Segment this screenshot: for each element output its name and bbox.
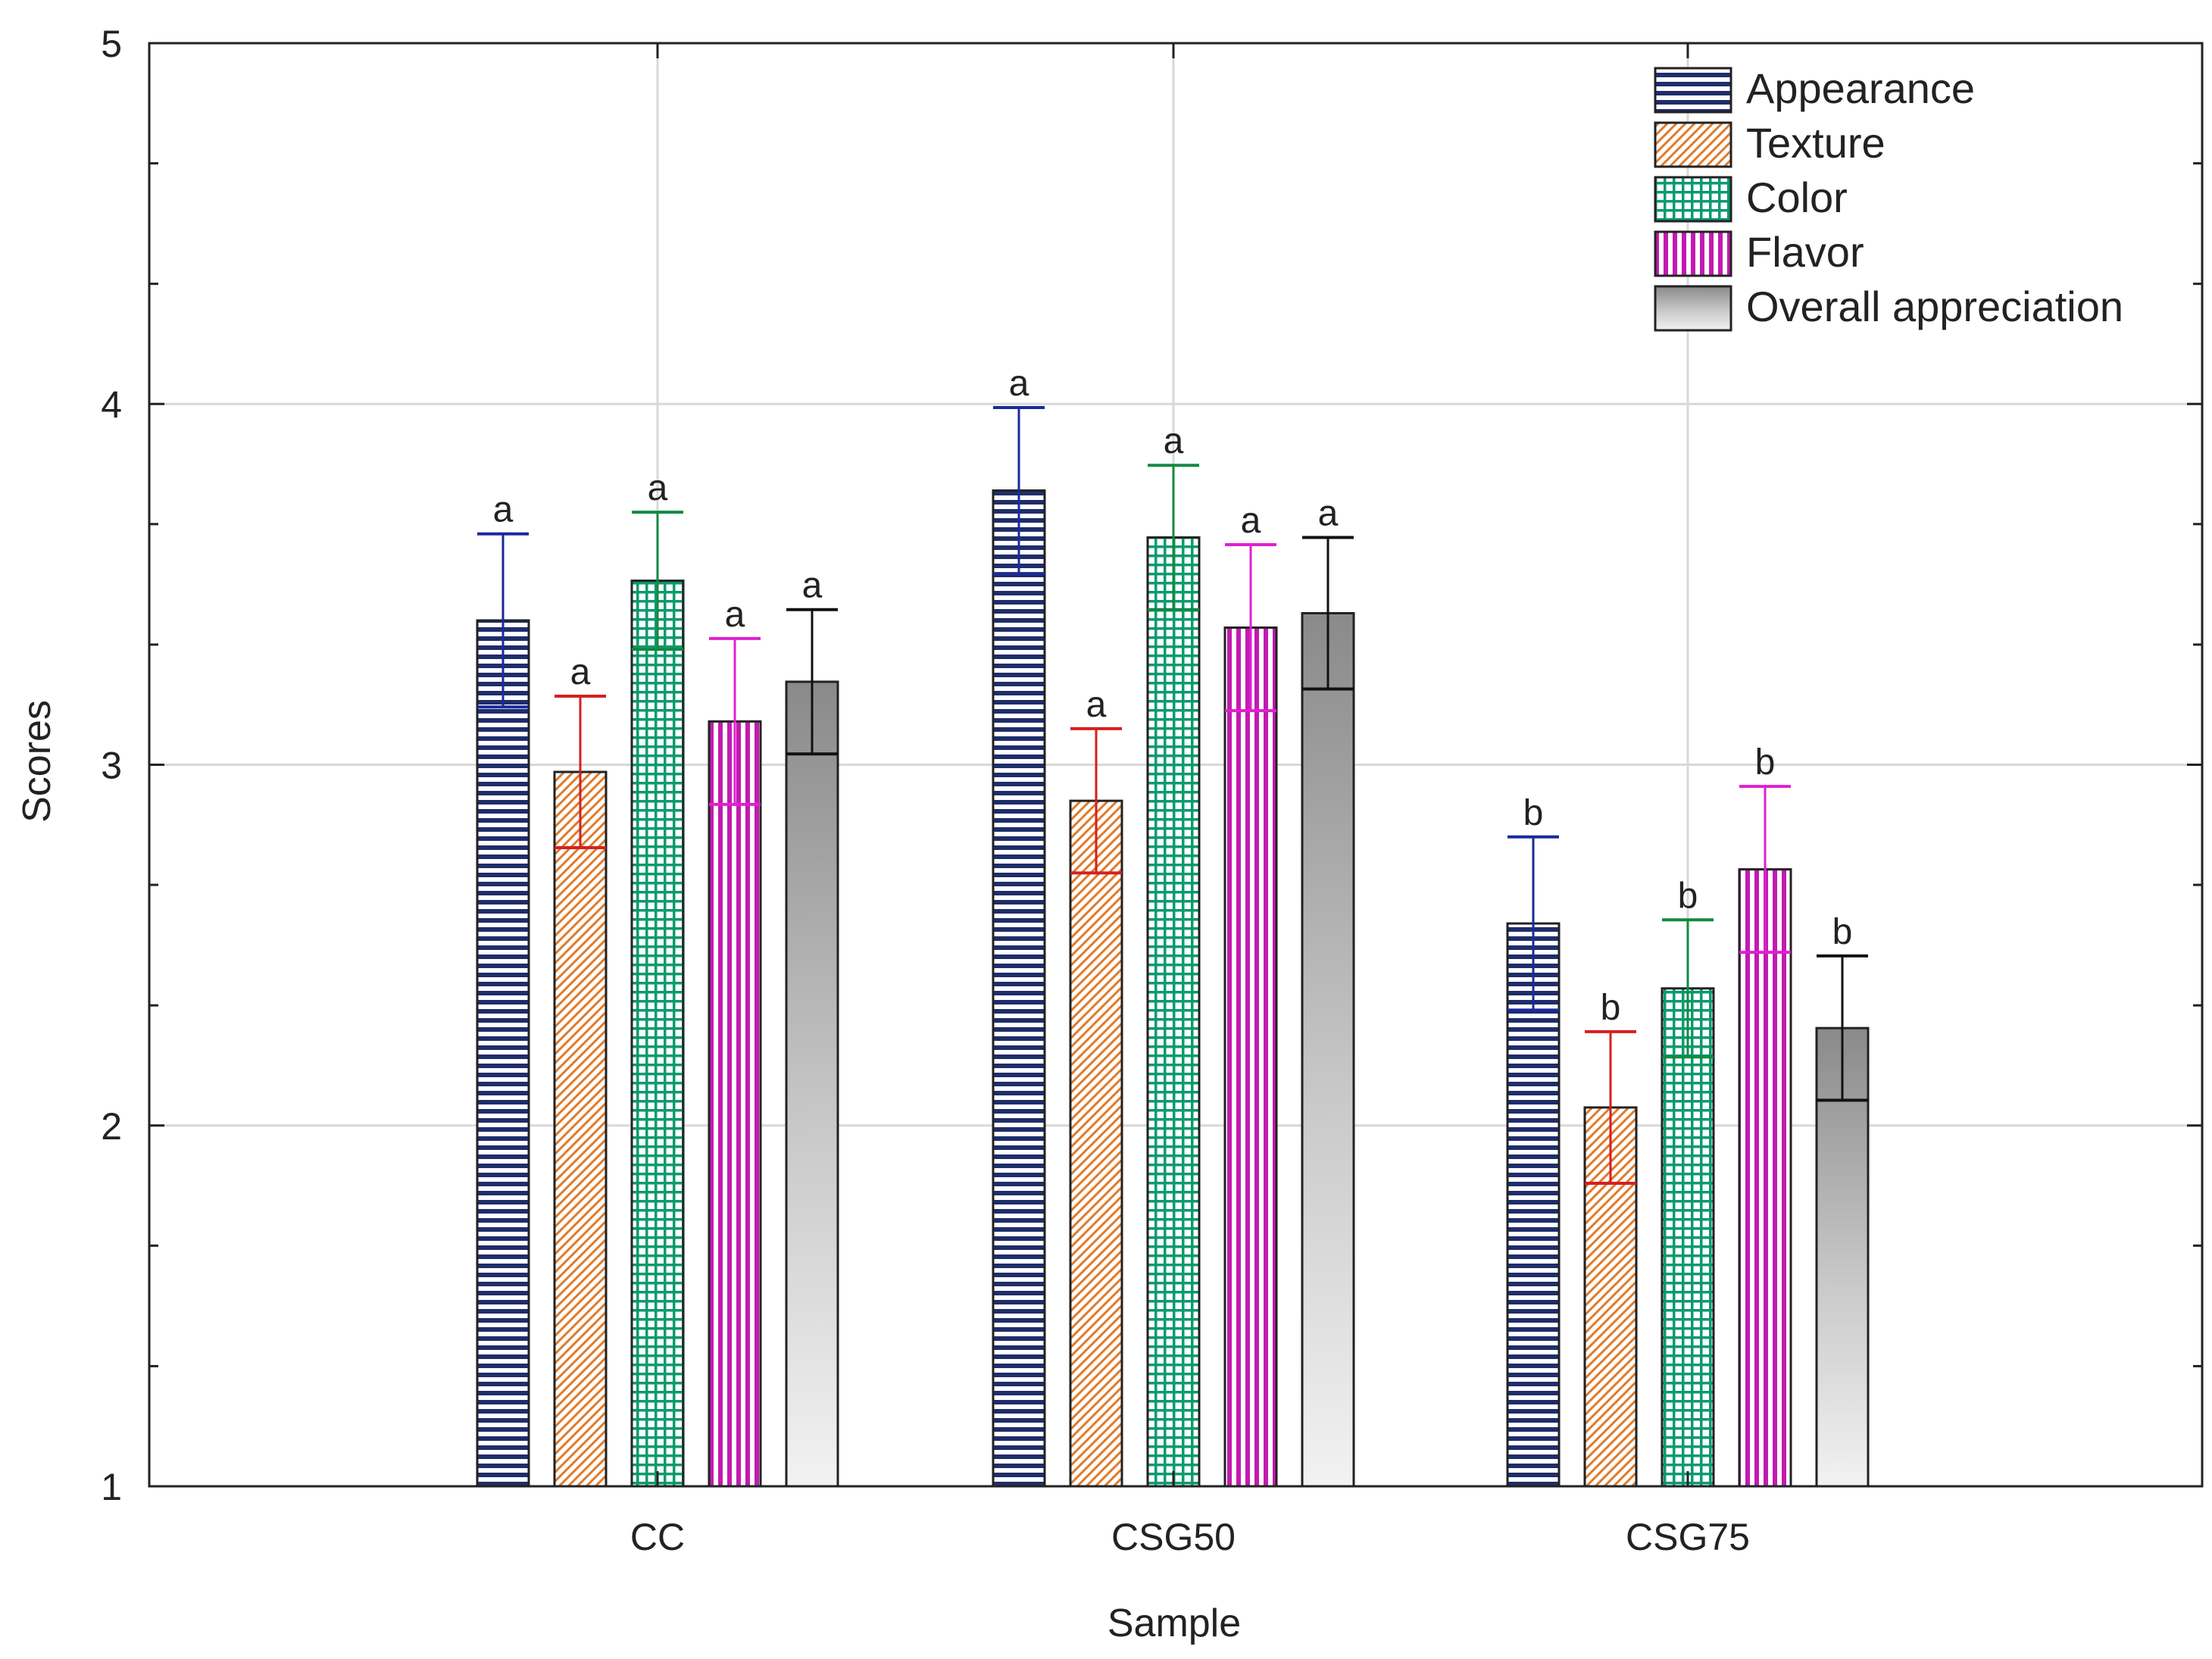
legend-item: Overall appreciation <box>1654 283 2123 332</box>
error-bar <box>1585 1029 1636 1185</box>
error-bar <box>786 608 838 756</box>
significance-label: a <box>1241 501 1261 541</box>
significance-label: a <box>725 595 745 635</box>
legend-label: Appearance <box>1746 64 1975 112</box>
error-bar <box>1148 464 1199 611</box>
error-bar <box>632 511 683 651</box>
bars: a a b a a b a a b a a b a a b <box>476 364 1870 1488</box>
legend-item: Appearance <box>1654 64 1975 114</box>
legend-item: Color <box>1654 173 1848 223</box>
significance-label: a <box>493 490 514 530</box>
bar-color-csg50 <box>1146 536 1201 1488</box>
significance-label: a <box>1164 421 1184 461</box>
bar-flavor-csg75 <box>1738 868 1792 1488</box>
bar-appearance-csg75 <box>1506 922 1561 1488</box>
x-axis-title: Sample <box>1108 1601 1241 1645</box>
bar-color-cc <box>630 580 685 1488</box>
y-tick-label: 2 <box>101 1105 122 1148</box>
significance-label: a <box>1086 685 1107 725</box>
error-bar <box>1817 954 1868 1102</box>
legend-swatch <box>1654 121 1732 168</box>
legend-swatch <box>1654 230 1732 277</box>
legend-label: Flavor <box>1746 228 1864 276</box>
significance-label: b <box>1678 876 1698 916</box>
axis-ticks: 1 2 3 4 5 CC CSG50 CSG75 <box>101 23 2202 1558</box>
error-bar <box>709 636 761 806</box>
y-tick-label: 3 <box>101 745 122 787</box>
significance-label: b <box>1832 912 1853 952</box>
error-bar <box>1507 835 1559 1012</box>
significance-label: b <box>1601 988 1621 1028</box>
legend-item: Texture <box>1654 119 1886 168</box>
legend-label: Overall appreciation <box>1746 283 2123 330</box>
bar-color-csg75 <box>1661 987 1715 1488</box>
y-tick-label: 4 <box>101 383 122 426</box>
bar-overall-appreciation-cc <box>785 680 839 1488</box>
legend-item: Flavor <box>1654 228 1864 277</box>
bar-overall-appreciation-csg50 <box>1301 611 1355 1488</box>
error-bar <box>1225 542 1276 713</box>
significance-label: b <box>1523 793 1544 833</box>
bar-overall-appreciation-csg75 <box>1815 1026 1870 1488</box>
error-bar <box>1662 918 1714 1059</box>
x-tick-label: CC <box>630 1516 685 1558</box>
bar-texture-cc <box>553 770 608 1488</box>
legend-swatch <box>1654 67 1732 114</box>
x-tick-label: CSG50 <box>1111 1516 1236 1558</box>
bar-flavor-cc <box>708 720 762 1488</box>
error-bar <box>1739 785 1791 954</box>
legend-swatch <box>1654 285 1732 332</box>
significance-label: a <box>1009 364 1029 404</box>
bar-appearance-csg50 <box>992 489 1046 1488</box>
legend-label: Texture <box>1746 119 1886 167</box>
bar-texture-csg50 <box>1069 799 1123 1488</box>
error-bar <box>555 695 606 850</box>
legend-swatch <box>1654 176 1732 223</box>
x-tick-label: CSG75 <box>1626 1516 1750 1558</box>
bar-flavor-csg50 <box>1223 626 1278 1488</box>
legend: Appearance Texture Color Flavor Overall appr… <box>1654 64 2123 332</box>
legend-label: Color <box>1746 173 1848 221</box>
significance-label: a <box>1318 493 1339 533</box>
y-axis-title: Scores <box>15 700 59 823</box>
error-bar <box>477 532 529 709</box>
error-bar <box>1070 726 1122 875</box>
significance-label: b <box>1755 742 1776 783</box>
y-tick-label: 1 <box>101 1466 122 1508</box>
bar-appearance-cc <box>476 619 530 1488</box>
y-tick-label: 5 <box>101 23 122 65</box>
significance-label: a <box>570 652 591 692</box>
error-bar <box>993 406 1045 576</box>
significance-label: a <box>648 468 668 508</box>
significance-label: a <box>802 566 823 606</box>
error-bar <box>1302 536 1354 691</box>
